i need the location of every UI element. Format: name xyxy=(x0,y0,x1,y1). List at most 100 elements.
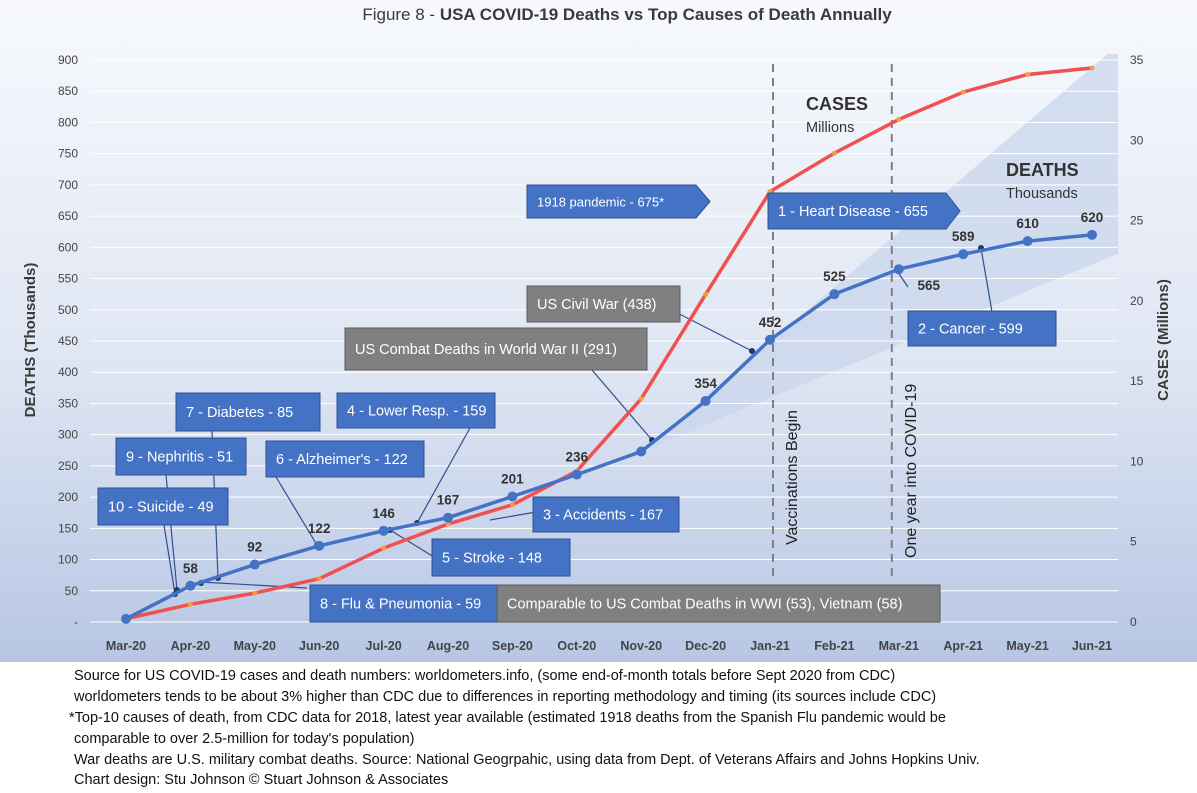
reference-box-label: Comparable to US Combat Deaths in WWI (5… xyxy=(507,597,902,613)
deaths-point xyxy=(443,512,453,523)
reference-box xyxy=(526,184,711,219)
footer-line: Source for US COVID-19 cases and death n… xyxy=(74,668,896,684)
data-label: 122 xyxy=(308,521,331,536)
chart-title-main: USA COVID-19 Deaths vs Top Causes of Dea… xyxy=(440,5,892,24)
cases-point xyxy=(638,396,644,402)
data-label: 565 xyxy=(918,278,941,293)
deaths-point xyxy=(636,446,647,457)
deaths-unit-annotation: Thousands xyxy=(1006,186,1078,202)
x-tick-label: Oct-20 xyxy=(557,639,596,653)
reference-box xyxy=(309,584,501,623)
reference-box xyxy=(532,496,680,533)
deaths-point xyxy=(378,525,389,536)
cases-point xyxy=(831,150,837,156)
x-tick-label: May-20 xyxy=(234,639,276,653)
leader-line xyxy=(389,529,435,558)
data-label: 589 xyxy=(952,229,975,244)
event-markers: Vaccinations Begin One year into COVID-19 xyxy=(772,64,920,578)
reference-box-label: US Civil War (438) xyxy=(537,297,657,313)
y-tick-label: 600 xyxy=(58,240,78,254)
y-tick-label: 650 xyxy=(58,209,78,223)
leader-dot xyxy=(749,348,755,354)
y-right-tick-label: 30 xyxy=(1130,133,1144,147)
event-label: Vaccinations Begin xyxy=(784,410,801,545)
footer-line: War deaths are U.S. military combat deat… xyxy=(74,752,980,768)
cases-point xyxy=(1089,65,1095,71)
y-tick-label: 400 xyxy=(58,365,78,379)
leader-line xyxy=(980,247,993,313)
data-label: 236 xyxy=(566,450,589,465)
x-tick-label: Mar-20 xyxy=(106,639,146,653)
x-axis-ticks: Mar-20 Apr-20 May-20 Jun-20 Jul-20 Aug-20 Sep-… xyxy=(106,639,1112,653)
x-tick-label: Feb-21 xyxy=(814,639,854,653)
deaths-point xyxy=(829,289,840,300)
leader-line xyxy=(591,369,653,441)
y-axis-right-title: CASES (Millions) xyxy=(1155,279,1172,401)
cases-point xyxy=(445,521,451,527)
x-tick-label: May-21 xyxy=(1006,639,1048,653)
deaths-point xyxy=(765,334,775,345)
reference-box-label: 2 - Cancer - 599 xyxy=(918,322,1023,338)
reference-box-label: 9 - Nephritis - 51 xyxy=(126,450,233,466)
x-tick-label: Jun-21 xyxy=(1072,639,1112,653)
y-right-tick-label: 5 xyxy=(1130,535,1137,549)
y-tick-label: 50 xyxy=(65,584,79,598)
chart-title: Figure 8 - USA COVID-19 Deaths vs Top Ca… xyxy=(362,5,892,24)
leader-line xyxy=(489,511,537,521)
cases-point xyxy=(703,291,709,297)
y-axis-right-ticks: 0 5 10 15 20 25 30 35 xyxy=(1130,53,1144,629)
reference-box-label: 1 - Heart Disease - 655 xyxy=(778,204,928,220)
cases-line xyxy=(125,66,1093,621)
deaths-point xyxy=(249,559,260,570)
cases-unit-annotation: Millions xyxy=(806,120,854,136)
reference-box-label: 1918 pandemic - 675* xyxy=(537,195,664,210)
data-labels: 58 92 122 146 167 201 236 354 452 525 565 589 610 620 xyxy=(183,210,1103,576)
reference-box xyxy=(336,392,496,429)
deaths-point xyxy=(121,613,131,624)
deaths-point xyxy=(958,249,969,260)
data-label: 620 xyxy=(1081,210,1104,225)
y-right-tick-label: 25 xyxy=(1130,214,1144,228)
reference-box-label: 4 - Lower Resp. - 159 xyxy=(347,404,486,420)
cases-point xyxy=(252,590,258,596)
x-tick-label: Jul-20 xyxy=(366,639,402,653)
deaths-line xyxy=(125,233,1093,621)
x-tick-label: Apr-21 xyxy=(943,639,983,653)
data-label: 146 xyxy=(372,506,395,521)
y-tick-label: 100 xyxy=(58,553,78,567)
reference-box xyxy=(175,392,321,432)
reference-box xyxy=(767,192,961,230)
footer-line: *Top-10 causes of death, from CDC data f… xyxy=(69,710,946,726)
data-label: 610 xyxy=(1016,216,1039,231)
cases-point xyxy=(1025,71,1031,77)
deaths-point xyxy=(314,540,325,551)
y-tick-label: 750 xyxy=(58,147,78,161)
x-tick-label: Jun-20 xyxy=(299,639,339,653)
reference-box-label: 5 - Stroke - 148 xyxy=(442,551,542,567)
reference-box-label: 3 - Accidents - 167 xyxy=(543,508,663,524)
x-tick-label: Mar-21 xyxy=(879,639,919,653)
deaths-point xyxy=(507,491,518,502)
cases-point xyxy=(960,89,966,95)
reference-box xyxy=(344,327,648,371)
data-label: 92 xyxy=(247,540,262,555)
y-axis-left-ticks: - 50 100 150 200 250 300 350 400 450 500 550 600 650 7… xyxy=(58,53,78,629)
y-tick-label: 200 xyxy=(58,490,78,504)
y-right-tick-label: 15 xyxy=(1130,374,1144,388)
deaths-point xyxy=(700,395,711,406)
y-tick-label: 450 xyxy=(58,334,78,348)
deaths-point xyxy=(893,264,904,275)
y-tick-label: 350 xyxy=(58,396,78,410)
data-label: 201 xyxy=(501,471,524,486)
y-tick-label: 850 xyxy=(58,84,78,98)
deaths-point xyxy=(1022,236,1033,247)
cases-point xyxy=(896,116,902,122)
reference-boxes: 1918 pandemic - 675* 1 - Heart Disease - … xyxy=(97,184,1057,623)
reference-box xyxy=(526,285,681,323)
annotations: CASES Millions DEATHS Thousands xyxy=(806,94,1079,202)
x-tick-label: Dec-20 xyxy=(685,639,726,653)
y-tick-label: 550 xyxy=(58,272,78,286)
y-right-tick-label: 10 xyxy=(1130,454,1144,468)
data-label: 354 xyxy=(694,376,717,391)
footer-notes: Source for US COVID-19 cases and death n… xyxy=(0,662,1197,793)
